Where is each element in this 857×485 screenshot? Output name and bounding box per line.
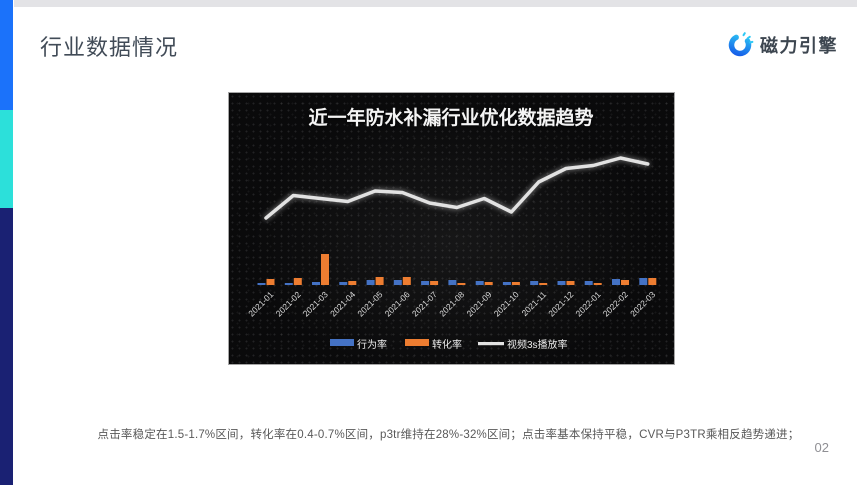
bar-conversion-rate [375,277,384,285]
x-axis-label: 2021-02 [274,289,303,318]
legend-line-swatch [478,342,504,346]
bar-behavior-rate [421,281,430,285]
x-axis-label: 2021-05 [355,289,384,318]
x-axis-label: 2022-03 [628,289,657,318]
x-axis-label: 2022-01 [573,289,602,318]
x-axis-label: 2021-06 [383,289,412,318]
x-axis-label: 2021-09 [464,289,493,318]
bar-conversion-rate [621,280,629,285]
bar-conversion-rate [511,282,520,285]
bar-conversion-rate [539,283,548,285]
bar-conversion-rate [321,254,329,285]
x-axis-label: 2021-07 [410,289,439,318]
bar-behavior-rate [393,280,402,285]
bar-conversion-rate [348,281,357,285]
legend-swatch-1 [330,339,354,346]
page-title: 行业数据情况 [40,35,179,60]
top-strip [14,0,857,7]
bar-conversion-rate [293,278,302,285]
bar-behavior-rate [557,281,566,285]
bar-conversion-rate [566,281,575,285]
bar-behavior-rate [639,278,648,285]
magnetic-c-icon [728,32,754,57]
bar-conversion-rate [457,283,466,285]
x-axis-label: 2021-11 [519,289,548,318]
legend-swatch-2 [405,339,429,346]
bar-conversion-rate [593,283,602,285]
x-axis-label: 2021-04 [328,289,357,318]
x-axis-label: 2021-10 [492,289,521,318]
bar-conversion-rate [430,281,439,285]
bar-behavior-rate [612,279,620,285]
x-axis-label: 2021-01 [246,289,275,318]
accent-bar [0,0,13,485]
legend-label: 转化率 [432,338,462,351]
brand-logo-text: 磁力引擎 [760,35,838,56]
summary-caption: 点击率稳定在1.5-1.7%区间，转化率在0.4-0.7%区间，p3tr维持在2… [97,429,800,441]
bar-conversion-rate [402,277,411,285]
bar-behavior-rate [366,280,375,285]
chart-title: 近一年防水补漏行业优化数据趋势 [308,106,593,129]
x-axis-label: 2021-03 [301,289,330,318]
x-axis-label: 2021-12 [546,289,575,318]
bar-behavior-rate [475,281,484,285]
bar-behavior-rate [257,283,266,285]
page-number: 02 [814,440,829,455]
x-axis-label: 2022-02 [601,289,630,318]
bar-behavior-rate [312,282,320,285]
bar-conversion-rate [484,282,493,285]
accent-segment-cyan [0,110,13,208]
bar-behavior-rate [284,283,293,285]
industry-chart-svg: 近一年防水补漏行业优化数据趋势2021-012021-022021-032021… [246,106,657,351]
legend-label: 行为率 [357,338,387,351]
x-axis-label: 2021-08 [437,289,466,318]
accent-segment-blue [0,0,13,110]
brand-logo: 磁力引擎 [727,31,838,58]
bar-conversion-rate [648,278,657,285]
bar-behavior-rate [530,281,539,285]
accent-segment-navy [0,208,13,485]
legend-label: 视频3s播放率 [507,338,568,351]
bar-behavior-rate [448,280,457,285]
bar-behavior-rate [584,281,593,285]
bar-behavior-rate [502,282,511,285]
industry-chart-image: 近一年防水补漏行业优化数据趋势 2021-01 2021-02 2021-03 2021… [228,92,675,365]
video-play-rate-line [264,156,650,220]
bar-behavior-rate [339,282,348,285]
bar-conversion-rate [266,279,275,285]
